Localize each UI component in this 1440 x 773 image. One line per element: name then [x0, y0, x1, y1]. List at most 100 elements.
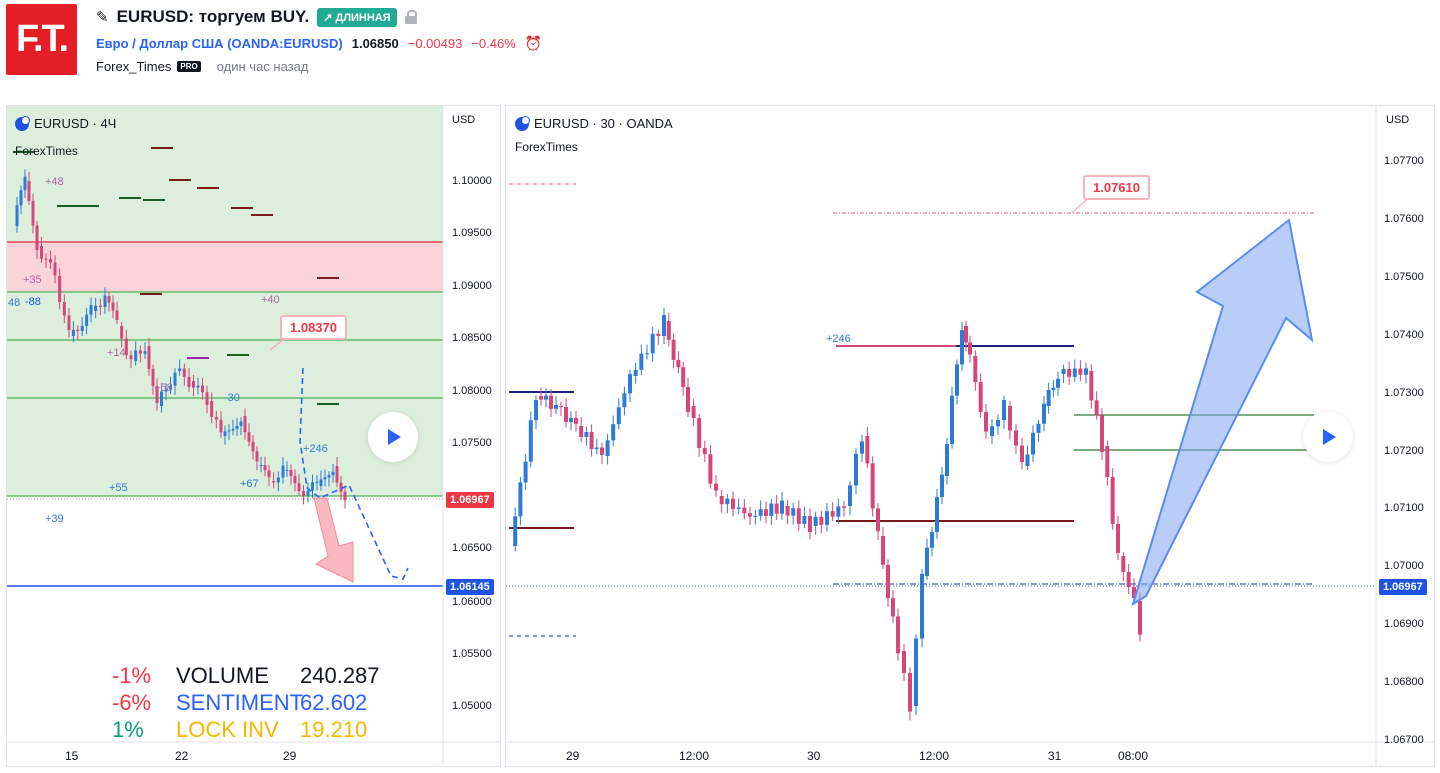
- candle-body: [886, 564, 890, 599]
- annotation: +40: [261, 294, 280, 306]
- left-y-tick: 1.05000: [452, 700, 492, 712]
- candle-body: [1121, 556, 1126, 573]
- left-chart-label[interactable]: EURUSD · 4Ч: [15, 115, 116, 131]
- candle-body: [293, 475, 297, 484]
- candle-body: [247, 432, 251, 442]
- candle-body: [58, 276, 62, 302]
- author-name[interactable]: Forex_Times: [96, 59, 172, 74]
- left-x-tick: 29: [283, 749, 297, 763]
- candle-body: [1105, 446, 1110, 477]
- candle-body: [725, 498, 730, 505]
- candle-body: [978, 382, 983, 412]
- play-button[interactable]: [368, 412, 418, 462]
- symbol-price: 1.06850: [351, 36, 399, 51]
- candle-body: [914, 638, 918, 706]
- right-x-tick: 29: [566, 749, 580, 763]
- candle-body: [147, 346, 151, 369]
- idea-title: EURUSD: торгуем BUY.: [116, 7, 310, 26]
- candle-body: [1078, 368, 1083, 375]
- play-button[interactable]: [1303, 412, 1353, 462]
- candle-body: [129, 355, 133, 360]
- candle-body: [343, 491, 347, 500]
- stat-percent: 1%: [112, 717, 144, 742]
- annotation: -88: [25, 296, 41, 308]
- left-chart-pane[interactable]: EURUSD · 4Ч ForexTimes USD 1.10000 1.095…: [6, 105, 501, 767]
- candle-body: [327, 475, 331, 478]
- candle-body: [870, 463, 875, 509]
- candle-body: [523, 461, 528, 483]
- candle-body: [622, 393, 627, 408]
- candle-body: [808, 516, 812, 532]
- candle-body: [115, 310, 119, 321]
- candle-body: [219, 419, 223, 433]
- candle-body: [235, 425, 239, 429]
- candle-body: [49, 259, 52, 263]
- candle-body: [802, 516, 807, 524]
- candle-body: [891, 598, 895, 617]
- candle-body: [1110, 476, 1115, 524]
- idea-icon: ✎: [96, 9, 109, 26]
- candle-body: [319, 479, 323, 486]
- price-change: −0.00493: [407, 36, 463, 51]
- right-price-callout[interactable]: 1.07610: [1083, 175, 1150, 200]
- candle-body: [584, 432, 589, 437]
- candle-body: [742, 507, 747, 514]
- candle-body: [1042, 403, 1046, 424]
- candle-body: [681, 367, 686, 387]
- candle-body: [85, 314, 89, 326]
- candle-body: [205, 392, 209, 405]
- candle-body: [569, 417, 573, 422]
- candle-body: [1132, 587, 1136, 598]
- candle-body: [574, 417, 578, 424]
- lock-icon: [404, 10, 417, 24]
- candle-body: [774, 503, 779, 514]
- stat-value: 19.210: [300, 717, 368, 742]
- publish-time: один час назад: [216, 59, 309, 74]
- candle-body: [331, 471, 335, 476]
- candle-body: [231, 428, 235, 431]
- symbol-code[interactable]: (OANDA:EURUSD): [227, 36, 343, 51]
- author-row: Forex_Times PRO один час назад: [96, 59, 308, 74]
- annotation: +14: [107, 347, 126, 359]
- candle-body: [107, 296, 111, 303]
- right-chart-pane[interactable]: EURUSD · 30 · OANDA ForexTimes USD 1.077…: [505, 105, 1435, 767]
- alarm-clock-icon[interactable]: ⏰: [524, 35, 543, 51]
- candle-body: [35, 225, 39, 251]
- right-y-tick: 1.07600: [1384, 213, 1424, 225]
- left-currency-label: USD: [452, 114, 476, 126]
- candle-body: [796, 508, 801, 524]
- left-target-price-tag: 1.06145: [446, 579, 494, 595]
- right-chart-canvas[interactable]: [506, 106, 1435, 767]
- candle-body: [1067, 368, 1072, 377]
- candle-body: [1061, 368, 1066, 374]
- candle-body: [513, 516, 518, 546]
- candle-body: [813, 516, 818, 526]
- candle-body: [1100, 415, 1104, 452]
- candle-body: [285, 470, 289, 472]
- left-price-callout[interactable]: 1.08370: [280, 315, 347, 340]
- left-x-tick: 15: [65, 749, 79, 763]
- candle-body: [518, 482, 523, 517]
- candle-body: [920, 573, 924, 639]
- right-indicator-label: ForexTimes: [515, 140, 578, 154]
- symbol-link[interactable]: Евро / Доллар США (OANDA:EURUSD): [96, 36, 343, 51]
- left-y-tick: 1.06000: [452, 596, 492, 608]
- symbol-name[interactable]: Евро / Доллар США: [96, 36, 224, 51]
- left-y-tick: 1.09500: [452, 227, 492, 239]
- right-y-tick: 1.07100: [1384, 502, 1424, 514]
- candle-body: [281, 465, 285, 478]
- forex-times-logo[interactable]: F.T.: [6, 4, 77, 75]
- candle-body: [955, 364, 959, 396]
- right-chart-title: EURUSD · 30 · OANDA: [534, 116, 673, 131]
- eurusd-coin-icon: [515, 115, 530, 131]
- candle-body: [785, 506, 790, 516]
- right-chart-label[interactable]: EURUSD · 30 · OANDA: [515, 115, 673, 131]
- candle-body: [990, 426, 994, 436]
- stat-row-sentiment: -6% SENTIMENT 62.602: [112, 689, 380, 716]
- candle-body: [930, 531, 934, 548]
- right-candles: [513, 307, 1142, 721]
- annotation: +35: [23, 274, 42, 286]
- candle-body: [830, 511, 835, 517]
- candle-body: [160, 391, 163, 406]
- left-y-tick: 1.06500: [452, 542, 492, 554]
